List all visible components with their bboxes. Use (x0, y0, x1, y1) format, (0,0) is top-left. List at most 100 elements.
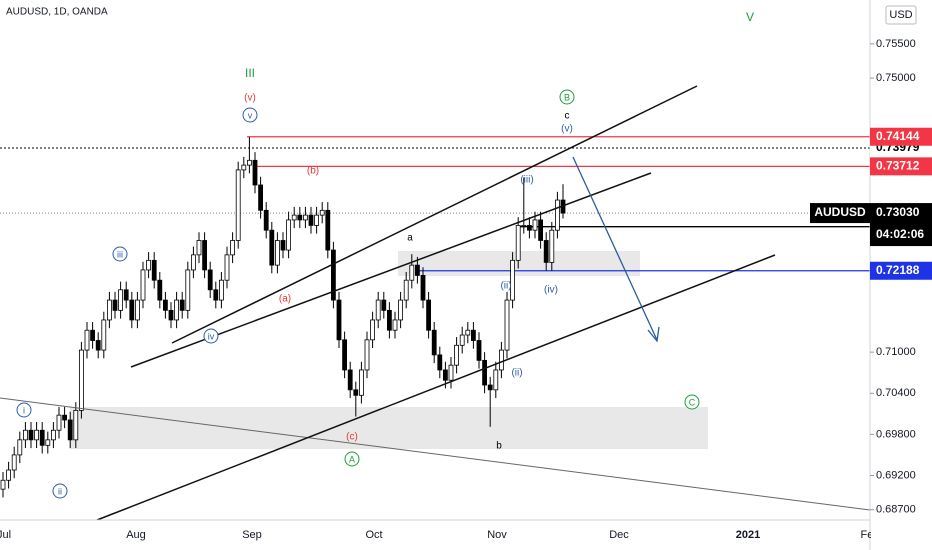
candle-body (521, 225, 527, 227)
wave-label: (iv) (544, 285, 558, 296)
y-tick-label: 0.69200 (876, 469, 916, 481)
candle-body (330, 249, 336, 301)
candle-body (555, 199, 560, 231)
plot-area (0, 136, 870, 498)
candle-body (151, 259, 157, 281)
candle-body (157, 279, 163, 301)
candle-body (218, 279, 224, 301)
candle-body (409, 264, 415, 281)
candle-body (34, 429, 39, 441)
candle-body (107, 299, 112, 321)
candle-body (465, 329, 471, 336)
candle-body (470, 329, 476, 341)
wave-label: c (565, 111, 570, 122)
wave-circle (203, 328, 219, 344)
candle-body (482, 359, 488, 386)
wave-label: i (23, 405, 25, 415)
candle-body (403, 279, 409, 301)
wave-label: (b) (307, 166, 319, 177)
candle-body (246, 159, 252, 166)
candle-body (11, 454, 17, 471)
candle-body (325, 209, 331, 251)
candle-body (235, 169, 241, 241)
candle-body (67, 419, 73, 441)
x-tick-label: Oct (365, 529, 382, 541)
candle-body (45, 439, 51, 446)
candle-body (426, 299, 432, 331)
candle-body (56, 414, 62, 431)
level-box (870, 157, 932, 176)
candle-body (213, 289, 219, 301)
candle-body (62, 414, 67, 421)
wave-label: V (746, 10, 754, 24)
wave-label: ii (58, 486, 62, 496)
candle-body (498, 349, 504, 371)
candle-body (129, 299, 135, 321)
candle-body (437, 354, 443, 371)
candle-body (532, 219, 538, 231)
wave-circle (112, 246, 128, 262)
candle-body (442, 369, 448, 381)
candle-body (302, 214, 308, 221)
candle-body (179, 299, 185, 311)
candle-body (274, 240, 280, 266)
candle-body (230, 240, 236, 256)
candle-body (448, 364, 454, 381)
candle-body (459, 334, 465, 346)
candle-body (280, 240, 286, 251)
wave-label: A (349, 454, 355, 464)
candle-body (22, 429, 28, 441)
candle-body (162, 299, 168, 311)
candle-body (90, 329, 95, 341)
candle-body (510, 259, 516, 301)
wave-circle (16, 402, 32, 418)
level-label: 0.72188 (876, 263, 920, 277)
candle-body (398, 299, 404, 321)
candle-body (95, 340, 101, 351)
x-tick-label: 2021 (736, 529, 760, 541)
candle-body (358, 369, 364, 396)
candle-body (297, 214, 303, 221)
candle-body (190, 254, 196, 271)
wave-label: (a) (279, 294, 291, 305)
trend-line (0, 397, 871, 511)
candle-body (269, 229, 275, 266)
candle-body (314, 214, 320, 226)
candle-body (17, 439, 23, 456)
candle-body (336, 299, 342, 341)
candle-body (420, 275, 426, 301)
candle-body (386, 309, 392, 331)
y-tick-label: 0.68700 (876, 504, 916, 516)
candle-body (252, 159, 258, 186)
candle-body (353, 389, 359, 396)
candle-body (370, 319, 376, 341)
candle-body (414, 264, 420, 276)
wave-label: v (248, 110, 253, 120)
candle-body (347, 369, 353, 391)
candle-body (112, 299, 118, 311)
candle-body (286, 219, 292, 251)
wave-label: a (407, 233, 413, 244)
x-tick-label: Jul (0, 529, 11, 541)
symbol-box (810, 203, 870, 224)
candle-body (308, 214, 314, 226)
wave-label: b (496, 441, 502, 452)
candle-body (196, 240, 202, 256)
trend-line (171, 85, 698, 344)
wave-label: (v) (561, 124, 573, 135)
candle-body (146, 259, 152, 271)
candle-body (364, 339, 370, 371)
candle-body (538, 219, 543, 241)
trend-line (96, 254, 776, 521)
wave-label: (iii) (520, 175, 533, 186)
arrow-head (647, 326, 660, 343)
symbol-label: AUDUSD (814, 205, 866, 219)
candle-body (224, 254, 230, 281)
candle-body (527, 225, 532, 231)
wave-label: iv (208, 331, 215, 341)
candle-body (258, 184, 264, 211)
x-tick-label: Sep (242, 529, 262, 541)
candle-body (487, 384, 493, 391)
candle-body (101, 319, 107, 351)
